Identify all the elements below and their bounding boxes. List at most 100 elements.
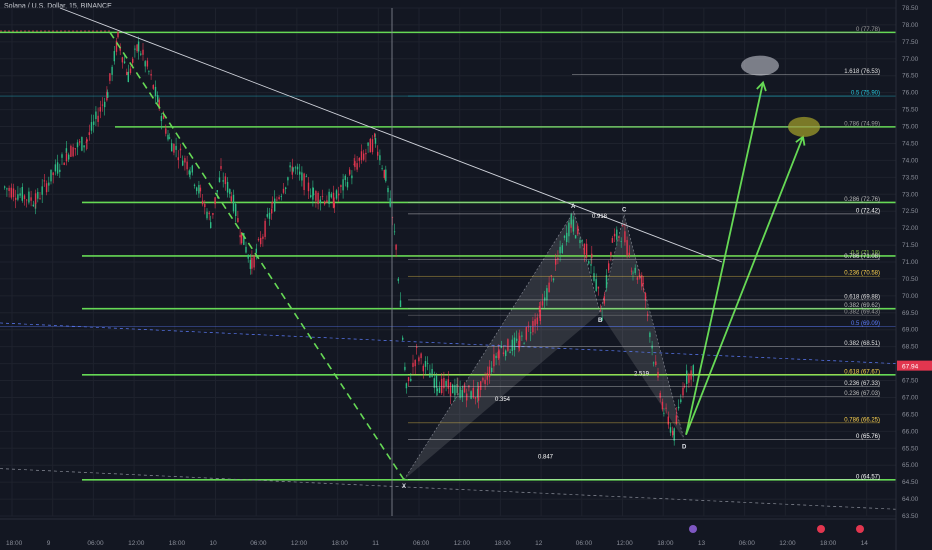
candle [142, 49, 144, 55]
candle [157, 95, 159, 103]
candle [546, 288, 548, 301]
candle [17, 194, 19, 200]
candle [449, 382, 452, 397]
candle [692, 365, 694, 377]
candle [550, 275, 552, 277]
candle [294, 167, 296, 169]
time-tick-label: 12:00 [128, 540, 145, 547]
fib-label: 0.5 (69.09) [851, 321, 880, 327]
candle [59, 169, 61, 172]
candle [12, 188, 15, 198]
candle [255, 248, 257, 254]
candle [154, 86, 157, 97]
event-icon [856, 525, 864, 533]
candle [369, 138, 371, 153]
candle [39, 198, 41, 200]
candle [56, 162, 59, 174]
candle [405, 383, 408, 389]
candle [402, 337, 404, 340]
candle [132, 58, 134, 63]
candle [321, 196, 324, 198]
candle [251, 257, 253, 269]
candle [224, 176, 227, 185]
candle [37, 191, 39, 199]
candle [632, 272, 634, 274]
candle [196, 187, 198, 192]
candle [106, 91, 108, 101]
candle [126, 71, 128, 75]
price-tick-label: 71.00 [902, 259, 919, 266]
candle [655, 361, 657, 365]
candle [280, 196, 282, 197]
price-tick-label: 75.00 [902, 124, 919, 131]
candle [497, 351, 499, 358]
candle [26, 199, 28, 201]
candle [486, 373, 488, 380]
candle [482, 377, 484, 381]
candle [358, 157, 360, 161]
candle [642, 283, 644, 285]
candle [534, 319, 536, 326]
candle [262, 236, 264, 239]
candle [583, 243, 586, 255]
candle [561, 245, 563, 253]
candle [296, 166, 299, 170]
time-tick-label: 06:00 [87, 540, 104, 547]
candle [505, 350, 507, 357]
price-tick-label: 76.00 [902, 90, 919, 97]
pattern-point-label: C [622, 208, 627, 214]
fib-label: 0.236 (67.33) [844, 381, 880, 387]
fib-label: 0.786 (66.25) [844, 417, 880, 423]
candle [414, 360, 416, 367]
candle [218, 177, 221, 183]
candle [659, 392, 661, 398]
candle [579, 240, 581, 244]
candle [232, 194, 235, 212]
candle [299, 171, 301, 175]
candle [585, 243, 588, 258]
candle [79, 141, 81, 143]
candle [407, 377, 410, 382]
candle [649, 332, 651, 338]
fib-label: 0.236 (67.03) [844, 391, 880, 397]
candle [193, 184, 196, 186]
time-axis[interactable]: 18:00 9 06:00 12:00 18:00 10 06:00 12:00 18:00 11… [0, 518, 896, 547]
candle [686, 370, 688, 384]
candle [436, 388, 438, 392]
candle [422, 365, 424, 372]
candle [313, 193, 315, 195]
candle [206, 211, 208, 219]
candle [461, 390, 463, 398]
candle [127, 71, 129, 83]
price-tick-label: 76.50 [902, 73, 919, 80]
price-tick-label: 68.50 [902, 344, 919, 351]
candle [608, 263, 610, 271]
candle [271, 209, 273, 214]
candle [548, 282, 550, 293]
price-tick-label: 72.50 [902, 208, 919, 215]
leg-dashed [109, 31, 405, 481]
candle [477, 386, 480, 401]
candle [146, 60, 149, 67]
candle [99, 107, 101, 112]
candle [438, 387, 441, 393]
fib-label: 0.618 (67.67) [844, 369, 880, 375]
candle [636, 277, 639, 280]
candle [65, 153, 68, 162]
candle [509, 351, 511, 353]
candle [441, 378, 443, 394]
candle [675, 415, 678, 424]
price-tick-label: 75.50 [902, 107, 919, 114]
candle [70, 145, 72, 157]
candle [498, 350, 500, 359]
fib-label: 0.236 (70.58) [844, 271, 880, 277]
candle [536, 317, 538, 324]
candle [459, 386, 461, 398]
candle [557, 258, 559, 260]
candle [491, 367, 493, 373]
candle [344, 175, 346, 180]
price-axis[interactable]: 78.50 78.00 77.50 77.00 76.50 76.00 75.50 75.00… [895, 0, 932, 550]
time-tick-label: 18:00 [332, 540, 349, 547]
candle [90, 122, 93, 131]
